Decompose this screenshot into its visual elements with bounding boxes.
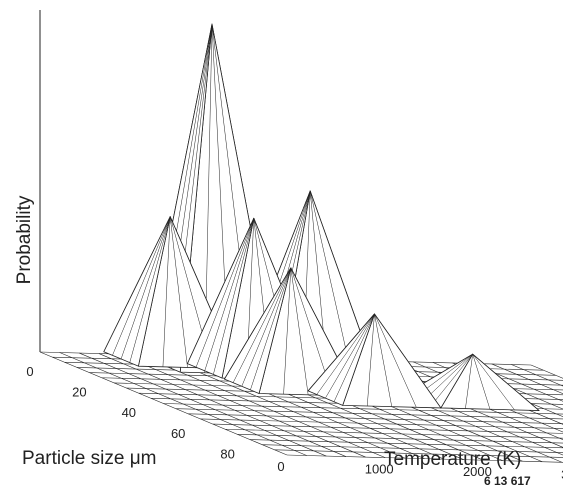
y-axis-title: Temperature (K) [384,449,521,470]
grid-line [175,408,563,420]
grid-line [471,363,563,402]
x-tick-label: 40 [122,405,136,420]
grid-line [200,418,563,429]
grid-line [237,434,563,444]
grid-line [39,351,288,456]
surface-rib [374,313,417,408]
particle-size-ticks: 0 20 40 60 80 [26,364,234,461]
surface-rib [366,313,375,407]
grid-line [118,353,366,458]
grid-line [188,413,563,425]
y-tick-label: 0 [277,459,284,474]
surface-rib [333,313,375,402]
y-tick-label: 1000 [365,462,394,477]
grid-line [225,428,563,439]
z-axis-title: Probability [14,195,35,284]
grid-line [491,363,563,395]
x-tick-label: 0 [26,364,33,379]
surface-rib [129,216,171,363]
surface-rib [169,216,188,368]
surface-rib [195,218,255,368]
temperature-ticks: 010002000300040005000 [277,459,563,482]
grid-line [212,423,563,434]
grid-line [286,454,563,463]
grid-line [98,353,347,457]
surface-rib [290,267,309,395]
surface-rib [325,313,375,399]
surface-rib [472,354,515,411]
surface-rib [423,353,473,401]
surface-rib [112,216,171,356]
surface-rib [283,267,292,395]
grid-line [79,352,327,457]
x-axis-title: Particle size μm [22,448,156,469]
surface-rib [465,354,473,409]
x-tick-label: 20 [72,385,86,400]
grid-line [59,352,307,456]
surface-rib [213,218,255,375]
surface-rib [432,354,473,405]
surface-rib [162,216,171,367]
figure-id: 6 13 617 [484,474,531,488]
x-tick-label: 80 [220,446,234,461]
surface-rib [241,267,292,387]
surface-rib [250,267,292,390]
grid-line [249,439,563,449]
y-tick-label: 3000 [561,467,563,482]
grid-line [511,364,563,387]
surface-rib [204,218,255,371]
surface-rib [309,190,353,377]
surface-rib [120,216,171,360]
grid-line [274,449,563,458]
y-tick-label: 2000 [463,464,492,479]
probability-surface [103,23,540,411]
surface-facet [187,217,255,379]
x-tick-label: 60 [171,426,185,441]
surface-rib [232,267,292,383]
surface-rib [316,313,375,395]
grid-line [262,444,563,453]
grid-line [163,403,563,415]
surface-rib [472,354,491,410]
surface-rib [374,313,393,407]
